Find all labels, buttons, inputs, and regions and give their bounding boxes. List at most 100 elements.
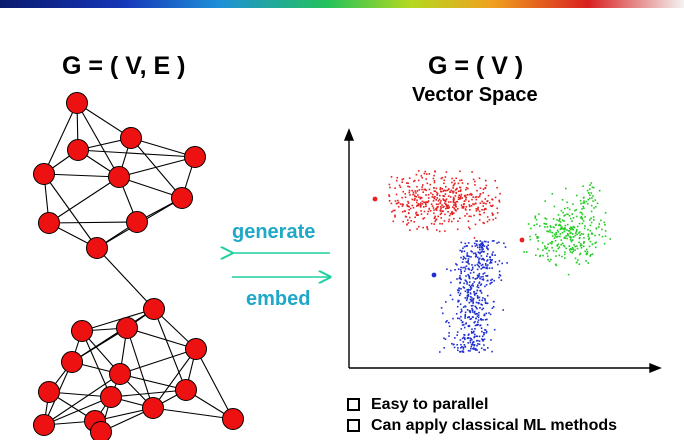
scatter-point (567, 230, 570, 232)
scatter-point (474, 252, 477, 254)
scatter-point (464, 315, 466, 318)
scatter-point (445, 301, 447, 303)
scatter-point (397, 201, 400, 204)
scatter-point (557, 243, 559, 246)
scatter-point (536, 236, 538, 238)
scatter-point (453, 191, 455, 193)
scatter-point (471, 316, 474, 318)
scatter-point (443, 179, 446, 182)
scatter-point (444, 230, 446, 232)
scatter-point (475, 292, 478, 295)
scatter-point (474, 264, 476, 267)
graph-edge (48, 176, 120, 224)
scatter-point (478, 340, 481, 342)
scatter-point (466, 194, 469, 196)
scatter-point (429, 183, 432, 186)
scatter-point (559, 221, 562, 223)
scatter-point (484, 318, 487, 321)
graph-node (222, 408, 244, 430)
scatter-point (439, 188, 441, 191)
scatter-point (401, 211, 404, 213)
scatter-point (463, 250, 466, 253)
scatter-point (481, 209, 483, 211)
scatter-point (419, 204, 422, 206)
scatter-point (407, 185, 409, 188)
scatter-point (480, 283, 483, 285)
scatter-point (440, 207, 442, 210)
scatter-point (427, 200, 430, 202)
scatter-point (474, 333, 476, 336)
scatter-point (544, 200, 546, 202)
scatter-point (474, 305, 477, 308)
scatter-point (406, 182, 408, 184)
scatter-point (487, 244, 489, 246)
scatter-point (469, 298, 472, 301)
scatter-point (464, 268, 467, 270)
scatter-point (426, 201, 428, 203)
scatter-point (460, 195, 462, 197)
scatter-point (484, 349, 486, 351)
scatter-point (498, 260, 501, 262)
scatter-point (583, 237, 585, 239)
scatter-point (483, 338, 486, 341)
scatter-point (470, 317, 473, 320)
scatter-point (409, 194, 411, 196)
scatter-point (479, 277, 481, 280)
scatter-point (454, 195, 457, 197)
scatter-point (473, 344, 476, 346)
scatter-point (575, 261, 578, 264)
scatter-point (574, 257, 577, 260)
scatter-point (547, 230, 549, 233)
scatter-point (462, 341, 465, 343)
scatter-point (564, 251, 566, 253)
scatter-point (574, 249, 576, 251)
scatter-point (390, 176, 393, 178)
scatter-point (560, 239, 563, 241)
scatter-point (467, 294, 469, 296)
scatter-point (471, 328, 473, 330)
scatter-point (441, 204, 443, 206)
scatter-point (473, 335, 476, 338)
scatter-point (584, 225, 586, 227)
scatter-point (457, 301, 459, 303)
scatter-point (465, 187, 468, 189)
scatter-point (546, 252, 548, 255)
scatter-point (470, 299, 473, 301)
scatter-point (467, 349, 470, 352)
scatter-point (498, 274, 501, 276)
scatter-point (433, 181, 436, 184)
scatter-point (481, 258, 483, 261)
scatter-point (463, 205, 465, 208)
scatter-point (551, 246, 553, 249)
vector-formula-title: G = ( V ) (428, 52, 524, 80)
scatter-point (576, 194, 578, 197)
scatter-point (583, 196, 585, 199)
scatter-point (550, 226, 552, 228)
scatter-point (446, 268, 448, 270)
scatter-point (433, 187, 435, 189)
graph-edge (96, 247, 155, 310)
scatter-point (545, 223, 548, 225)
scatter-point (463, 287, 466, 289)
scatter-point (418, 196, 420, 198)
scatter-point (423, 188, 425, 191)
scatter-point (557, 214, 560, 216)
scatter-point (566, 213, 568, 215)
scatter-outlier (519, 237, 525, 243)
scatter-point (470, 344, 473, 346)
scatter-point (461, 337, 464, 340)
scatter-point (590, 182, 593, 184)
scatter-point (442, 195, 444, 197)
scatter-point (394, 216, 396, 218)
scatter-point (408, 212, 410, 214)
scatter-point (475, 196, 478, 198)
scatter-point (491, 278, 493, 281)
scatter-point (579, 243, 582, 245)
scatter-point (433, 180, 436, 182)
scatter-point (574, 209, 576, 212)
scatter-point (413, 199, 416, 201)
scatter-point (530, 227, 532, 230)
scatter-point (546, 226, 549, 228)
scatter-point (459, 190, 462, 192)
scatter-point (481, 338, 483, 340)
